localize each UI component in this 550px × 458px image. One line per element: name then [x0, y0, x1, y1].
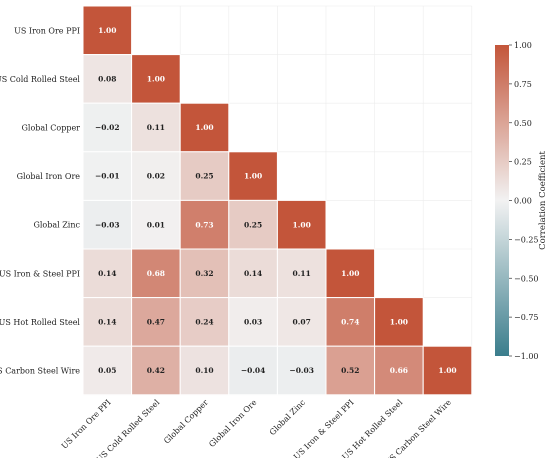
cell-value-label: 1.00: [244, 172, 262, 181]
column-label: Global Iron Ore: [207, 398, 258, 449]
heatmap-cell: [228, 199, 278, 250]
cell-value-label: 0.02: [147, 172, 165, 181]
row-label: Global Iron Ore: [17, 172, 81, 181]
colorbar-tick-label: 1.00: [514, 41, 532, 50]
heatmap-cell: [82, 102, 133, 153]
row-label: US Hot Rolled Steel: [0, 318, 80, 327]
cell-value-label: 0.32: [195, 269, 213, 278]
cell-value-label: 1.00: [98, 26, 116, 35]
cell-value-label: 0.66: [390, 366, 408, 375]
cell-value-label: −0.02: [95, 123, 120, 132]
cell-value-label: 0.73: [195, 220, 213, 229]
row-label: US Carbon Steel Wire: [0, 367, 80, 376]
cell-value-label: 0.25: [244, 220, 262, 229]
cell-value-label: 0.24: [195, 318, 213, 327]
cell-value-label: 1.00: [438, 366, 456, 375]
heatmap-cell: [374, 297, 424, 347]
column-label: Global Zinc: [268, 397, 308, 437]
cell-value-label: 0.11: [293, 269, 311, 278]
cell-value-label: −0.03: [95, 220, 120, 229]
column-label: US Iron Ore PPI: [60, 398, 113, 451]
colorbar-tick-label: −1.00: [514, 352, 539, 361]
heatmap-cell: [179, 248, 230, 299]
heatmap-cell: [179, 199, 230, 250]
cell-value-label: −0.03: [289, 366, 314, 375]
cell-value-label: 0.14: [244, 269, 262, 278]
row-label: Global Zinc: [33, 221, 80, 230]
cell-value-label: 0.07: [293, 318, 311, 327]
heatmap-cell: [276, 297, 327, 347]
heatmap-cell: [131, 54, 181, 104]
row-label: US Iron & Steel PPI: [0, 269, 80, 278]
cell-value-label: 0.42: [147, 366, 165, 375]
heatmap-cell: [179, 297, 230, 347]
colorbar: 1.00 0.75 0.50 0.25 0.00 −0.25 −0.50 −0.75 −1.00…: [495, 41, 548, 361]
column-label: Global Copper: [162, 398, 210, 446]
colorbar-tick-label: −0.50: [514, 274, 539, 283]
cell-value-label: 0.11: [147, 123, 165, 132]
heatmap-cell: [228, 345, 278, 396]
heatmap-cell: [82, 345, 133, 396]
row-label: US Iron Ore PPI: [14, 26, 80, 35]
cell-value-label: 0.47: [147, 318, 165, 327]
cell-value-label: 1.00: [147, 75, 165, 84]
cell-value-label: 1.00: [195, 123, 213, 132]
heatmap-cell: [131, 151, 181, 201]
cell-value-label: 0.03: [244, 318, 262, 327]
heatmap-cell: [131, 199, 181, 250]
heatmap-cell: [228, 297, 278, 347]
cell-value-label: 1.00: [293, 220, 311, 229]
heatmap-cell: [131, 248, 181, 299]
heatmap-cell: [228, 248, 278, 299]
row-label: US Cold Rolled Steel: [0, 75, 80, 84]
cell-value-label: 0.14: [98, 318, 116, 327]
heatmap-cell: [179, 151, 230, 201]
cell-value-label: 0.14: [98, 269, 116, 278]
colorbar-tick-label: −0.75: [514, 313, 539, 322]
colorbar-tick-label: 0.00: [514, 197, 532, 206]
cell-value-label: −0.01: [95, 172, 120, 181]
colorbar-tick-label: 0.50: [514, 119, 532, 128]
cell-value-label: 0.10: [195, 366, 213, 375]
cell-value-label: −0.04: [241, 366, 266, 375]
cell-value-label: 0.08: [98, 75, 116, 84]
heatmap-cell: [179, 102, 230, 153]
cell-value-label: 1.00: [390, 318, 408, 327]
heatmap-cell: [422, 345, 473, 396]
heatmap-cell: [325, 248, 376, 299]
row-labels: US Iron Ore PPI US Cold Rolled Steel Globa…: [0, 26, 81, 375]
colorbar-title: Correlation Coefficient: [538, 151, 548, 250]
colorbar-tick-label: 0.25: [514, 158, 532, 167]
cell-value-label: 1.00: [341, 269, 359, 278]
cell-value-label: 0.68: [147, 269, 165, 278]
colorbar-tick-label: −0.25: [514, 235, 539, 244]
heatmap-cell: [82, 5, 133, 56]
colorbar-tick-label: 0.75: [514, 80, 532, 89]
heatmap-cell: [82, 248, 133, 299]
cell-value-label: 0.05: [98, 366, 116, 375]
colorbar-gradient: [495, 45, 509, 356]
heatmap-cell: [82, 54, 133, 104]
heatmap-cell: [131, 297, 181, 347]
cell-value-label: 0.25: [195, 172, 213, 181]
heatmap-cell: [131, 345, 181, 396]
cell-value-label: 0.52: [341, 366, 359, 375]
cell-value-label: 0.01: [147, 220, 165, 229]
cell-value-label: 0.74: [341, 318, 359, 327]
heatmap-cells: 1.00 0.08 1.00 −0.02 0.11 1.00 −0.01 0.02 0.25 1.…: [82, 5, 473, 396]
colorbar-ticks: 1.00 0.75 0.50 0.25 0.00 −0.25 −0.50 −0.75 −1.00: [509, 41, 539, 361]
row-label: Global Copper: [22, 124, 81, 133]
